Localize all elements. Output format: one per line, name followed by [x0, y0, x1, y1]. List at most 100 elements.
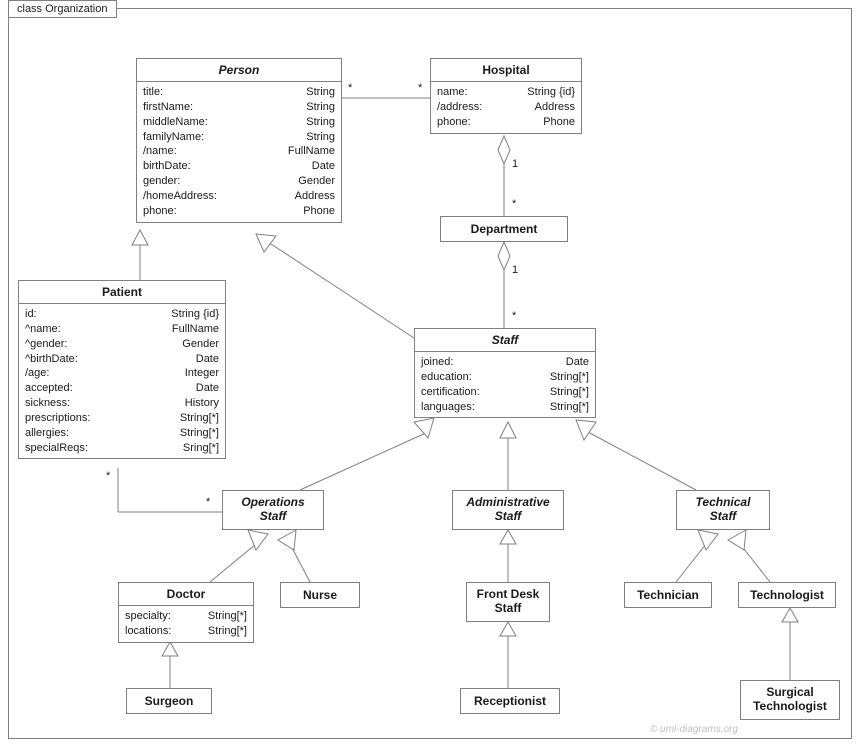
attr-type: String[*]: [202, 609, 247, 624]
mult-dept-staff-1: 1: [512, 264, 518, 276]
class-title: Receptionist: [461, 689, 559, 713]
attr-row: ^gender: Gender: [25, 337, 219, 352]
mult-hosp-dept-1: 1: [512, 158, 518, 170]
attr-row: allergies: String[*]: [25, 426, 219, 441]
attr-name: middleName:: [143, 115, 208, 130]
class-admin_staff: AdministrativeStaff: [452, 490, 564, 530]
attr-row: firstName:String: [143, 100, 335, 115]
attr-type: String[*]: [168, 411, 219, 426]
class-body: title:StringfirstName:StringmiddleName:S…: [137, 82, 341, 222]
class-technologist: Technologist: [738, 582, 836, 608]
attr-row: education:String[*]: [421, 370, 589, 385]
class-person: Persontitle:StringfirstName:Stringmiddle…: [136, 58, 342, 223]
class-title: Person: [137, 59, 341, 82]
attr-name: id:: [25, 307, 37, 322]
attr-name: /age:: [25, 366, 49, 381]
attr-row: ^name: FullName: [25, 322, 219, 337]
attr-type: Sring[*]: [171, 441, 219, 456]
class-body: id:String {id}^name: FullName ^gender: Gend…: [19, 304, 225, 458]
class-hospital: Hospital name:String {id}/address: Address…: [430, 58, 582, 134]
attr-type: Date: [184, 352, 219, 367]
class-title: AdministrativeStaff: [453, 491, 563, 529]
attr-row: gender:Gender: [143, 174, 335, 189]
attr-row: middleName: String: [143, 115, 335, 130]
class-title: Technologist: [739, 583, 835, 607]
class-title: Nurse: [281, 583, 359, 607]
class-nurse: Nurse: [280, 582, 360, 608]
attr-type: String: [294, 100, 335, 115]
attr-type: FullName: [160, 322, 219, 337]
mult-person-hospital-l: *: [348, 82, 352, 94]
attr-row: name:String {id}: [437, 85, 575, 100]
attr-row: /homeAddress: Address: [143, 189, 335, 204]
class-title: Doctor: [119, 583, 253, 606]
attr-row: title:String: [143, 85, 335, 100]
class-receptionist: Receptionist: [460, 688, 560, 714]
class-tech_staff: TechnicalStaff: [676, 490, 770, 530]
mult-dept-staff-star: *: [512, 310, 516, 322]
class-doctor: Doctor specialty:String[*]locations: Strin…: [118, 582, 254, 643]
attr-name: /name:: [143, 144, 177, 159]
attr-name: joined:: [421, 355, 453, 370]
attr-type: String: [294, 130, 335, 145]
class-technician: Technician: [624, 582, 712, 608]
attr-row: /age:Integer: [25, 366, 219, 381]
attr-row: languages: String[*]: [421, 400, 589, 415]
attr-name: gender:: [143, 174, 180, 189]
attr-name: specialReqs:: [25, 441, 88, 456]
attr-row: sickness:History: [25, 396, 219, 411]
attr-type: String[*]: [168, 426, 219, 441]
attr-row: specialReqs: Sring[*]: [25, 441, 219, 456]
attr-name: title:: [143, 85, 163, 100]
class-title: Front DeskStaff: [467, 583, 549, 621]
attr-type: String: [294, 115, 335, 130]
attr-type: Phone: [537, 115, 575, 130]
class-surgeon: Surgeon: [126, 688, 212, 714]
attr-name: allergies:: [25, 426, 69, 441]
class-body: joined:Dateeducation:String[*]certificat…: [415, 352, 595, 417]
attr-row: certification:String[*]: [421, 385, 589, 400]
mult-patient-ops-r: *: [206, 496, 210, 508]
attr-row: locations: String[*]: [125, 624, 247, 639]
attr-name: education:: [421, 370, 472, 385]
attr-row: ^birthDate: Date: [25, 352, 219, 367]
attr-type: String[*]: [538, 385, 589, 400]
attr-type: Date: [554, 355, 589, 370]
class-title: Hospital: [431, 59, 581, 82]
frame-tab: class Organization: [8, 0, 117, 18]
class-body: specialty:String[*]locations: String[*]: [119, 606, 253, 642]
attr-row: id:String {id}: [25, 307, 219, 322]
attr-type: String[*]: [538, 400, 589, 415]
diagram-frame: class Organization: [0, 0, 860, 747]
class-patient: Patientid:String {id}^name:FullName^gend…: [18, 280, 226, 459]
attr-name: prescriptions:: [25, 411, 90, 426]
attr-name: languages:: [421, 400, 475, 415]
attr-row: specialty:String[*]: [125, 609, 247, 624]
attr-type: Address: [529, 100, 575, 115]
attr-name: ^name:: [25, 322, 61, 337]
attr-name: birthDate:: [143, 159, 191, 174]
class-title: Patient: [19, 281, 225, 304]
attr-name: accepted:: [25, 381, 73, 396]
attr-name: /address:: [437, 100, 482, 115]
attr-type: Address: [283, 189, 335, 204]
mult-patient-ops-l: *: [106, 470, 110, 482]
class-title: Department: [441, 217, 567, 241]
attr-name: ^gender:: [25, 337, 67, 352]
class-front_desk: Front DeskStaff: [466, 582, 550, 622]
mult-person-hospital-r: *: [418, 82, 422, 94]
attr-name: locations:: [125, 624, 171, 639]
attr-name: ^birthDate:: [25, 352, 78, 367]
class-title: Staff: [415, 329, 595, 352]
attr-type: Gender: [170, 337, 219, 352]
attr-row: joined: Date: [421, 355, 589, 370]
attr-name: familyName:: [143, 130, 204, 145]
attr-type: String {id}: [521, 85, 575, 100]
attr-type: String[*]: [202, 624, 247, 639]
mult-hosp-dept-star: *: [512, 198, 516, 210]
attr-row: prescriptions: String[*]: [25, 411, 219, 426]
attr-name: phone:: [143, 204, 177, 219]
attr-name: sickness:: [25, 396, 70, 411]
attr-row: phone:Phone: [143, 204, 335, 219]
attr-name: /homeAddress:: [143, 189, 217, 204]
